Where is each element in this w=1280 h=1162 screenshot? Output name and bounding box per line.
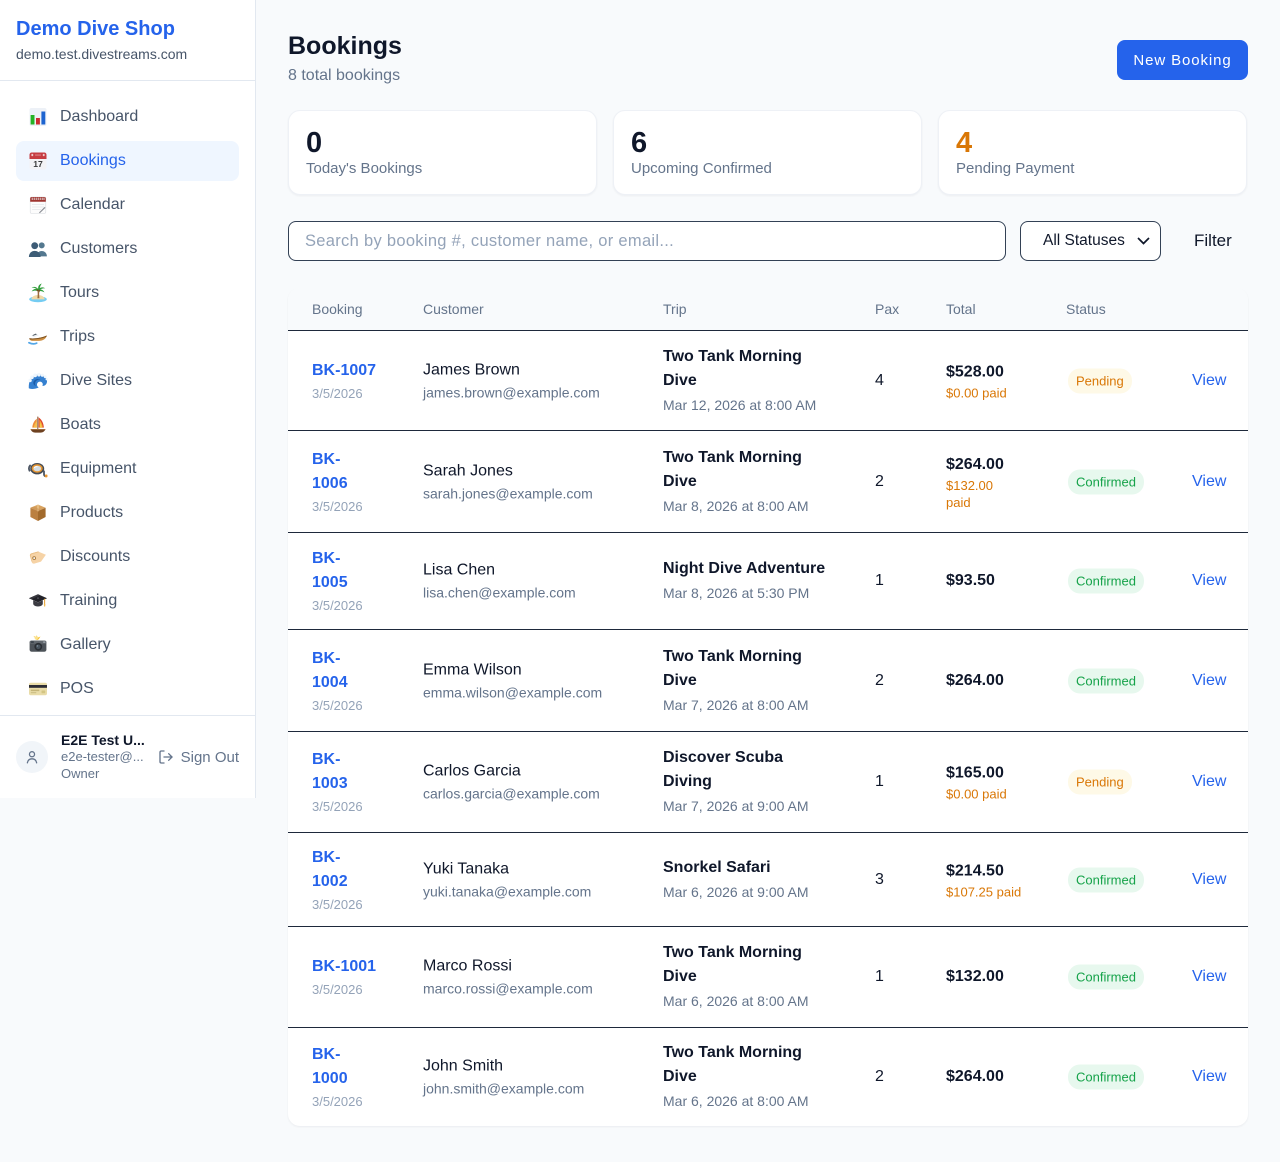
svg-text:17: 17 xyxy=(33,159,43,169)
